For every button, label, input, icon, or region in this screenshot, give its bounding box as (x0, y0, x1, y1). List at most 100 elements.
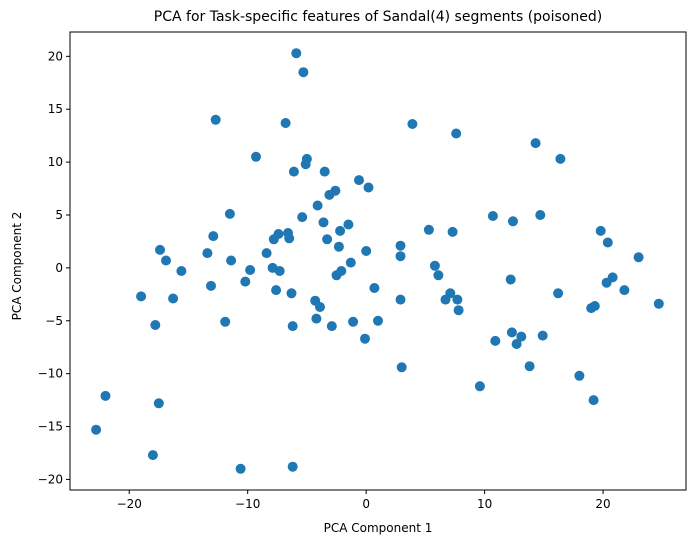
data-point (452, 294, 463, 305)
data-point (330, 185, 341, 196)
data-point (240, 276, 251, 287)
data-point (251, 151, 261, 162)
data-point (506, 327, 517, 338)
y-tick-label: 5 (55, 208, 63, 222)
data-point (445, 288, 456, 299)
data-point (226, 255, 237, 266)
data-point (343, 219, 354, 230)
data-point (287, 321, 298, 332)
data-point (326, 321, 337, 332)
data-point (395, 294, 406, 305)
data-point (336, 266, 347, 276)
data-point (273, 229, 284, 239)
data-point (245, 265, 256, 275)
data-point (451, 128, 462, 139)
y-tick-label: −5 (45, 314, 63, 328)
data-point (595, 225, 606, 236)
data-point (312, 200, 323, 211)
data-point (354, 175, 364, 186)
data-point (589, 301, 600, 311)
data-point (224, 208, 235, 219)
data-point (319, 166, 330, 177)
data-point (155, 244, 165, 255)
data-point (345, 257, 356, 268)
x-tick-label: 0 (362, 497, 370, 511)
data-point (505, 274, 516, 285)
data-point (176, 266, 187, 276)
data-point (311, 313, 322, 324)
data-point (297, 212, 308, 223)
x-tick-label: 20 (595, 497, 610, 511)
data-point (361, 246, 372, 256)
data-point (396, 362, 407, 373)
y-axis-ticks: −20 −15 −10 −5 0 5 10 15 20 (38, 49, 70, 486)
y-tick-label: 10 (48, 155, 63, 169)
data-point (206, 280, 216, 291)
data-point (168, 293, 179, 304)
data-point (284, 233, 295, 244)
data-point (235, 463, 246, 474)
data-point (516, 331, 527, 342)
data-point (511, 339, 522, 349)
data-point (369, 283, 380, 293)
y-tick-label: −10 (38, 367, 63, 381)
data-point (373, 315, 383, 326)
x-axis-label: PCA Component 1 (324, 521, 433, 535)
data-point (286, 288, 297, 299)
data-point (553, 288, 564, 299)
data-point (298, 67, 309, 78)
data-point (348, 316, 359, 327)
data-point (315, 302, 325, 312)
data-point (433, 270, 444, 281)
data-point (588, 395, 599, 406)
data-point (653, 298, 664, 309)
data-point (535, 210, 546, 220)
data-point (261, 248, 272, 259)
y-tick-label: 20 (48, 49, 63, 63)
data-point (147, 450, 158, 461)
data-point (360, 333, 370, 344)
x-tick-label: 10 (477, 497, 492, 511)
x-tick-label: −10 (235, 497, 260, 511)
data-point (619, 285, 630, 296)
data-point (395, 251, 406, 262)
data-point (474, 381, 485, 392)
data-point (287, 461, 298, 472)
y-tick-label: −15 (38, 420, 63, 434)
data-points-group (91, 48, 664, 474)
data-point (602, 237, 613, 248)
data-point (322, 234, 333, 245)
y-tick-label: 15 (48, 102, 63, 116)
data-point (555, 153, 566, 164)
data-point (274, 266, 285, 276)
data-point (318, 217, 329, 228)
data-point (423, 224, 434, 235)
y-tick-label: −20 (38, 472, 63, 486)
plot-frame (69, 31, 687, 491)
data-point (288, 166, 299, 177)
data-point (91, 424, 102, 435)
data-point (407, 119, 418, 129)
data-point (524, 361, 535, 372)
data-point (530, 138, 541, 149)
data-point (150, 320, 161, 330)
data-point (429, 260, 440, 271)
data-point (153, 398, 164, 409)
data-point (453, 305, 464, 316)
data-point (574, 370, 585, 381)
data-point (271, 285, 282, 296)
data-point (633, 252, 644, 263)
data-point (208, 231, 219, 242)
data-point (136, 291, 147, 302)
chart-title: PCA for Task-specific features of Sandal… (154, 9, 602, 25)
data-point (508, 216, 518, 227)
data-point (333, 241, 344, 252)
data-point (537, 330, 548, 341)
data-point (335, 225, 346, 236)
data-point (202, 248, 213, 259)
data-point (301, 153, 312, 164)
data-point (487, 211, 498, 221)
x-tick-label: −20 (117, 497, 142, 511)
